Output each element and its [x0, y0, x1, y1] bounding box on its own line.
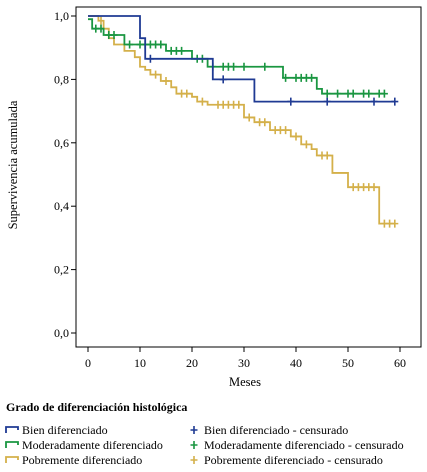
y-tick-label: 0,8 [54, 72, 69, 86]
legend-step-swatch [5, 426, 19, 433]
censor-mark-moderado [157, 40, 165, 49]
x-tick-label: 30 [238, 356, 250, 370]
x-tick-label: 40 [290, 356, 302, 370]
legend-censor-swatch [190, 426, 198, 434]
y-tick-label: 1,0 [54, 9, 69, 23]
legend-censor-swatch [190, 456, 198, 464]
x-tick-label: 20 [186, 356, 198, 370]
censor-mark-pobre [198, 97, 206, 106]
series-bien [88, 15, 399, 106]
censor-mark-moderado [334, 89, 342, 98]
legend-label: Bien diferenciado [22, 423, 108, 437]
censor-mark-bien [146, 54, 154, 63]
survival-curve-bien [88, 15, 395, 103]
x-tick-label: 0 [85, 356, 91, 370]
censor-mark-pobre [162, 76, 170, 85]
y-axis-title: Supervivencia acumulada [6, 100, 20, 229]
censor-mark-bien [391, 97, 399, 106]
censor-mark-bien [219, 75, 227, 84]
censor-mark-moderado [240, 62, 248, 71]
censor-mark-pobre [183, 89, 191, 98]
censor-mark-moderado [380, 89, 388, 98]
censor-mark-pobre [282, 126, 290, 135]
legend-item: Pobremente diferenciado - censurado [190, 453, 383, 467]
legend: Bien diferenciado Bien diferenciado - cen… [5, 423, 404, 467]
censor-mark-moderado [349, 89, 357, 98]
censor-mark-bien [370, 97, 378, 106]
censor-mark-moderado [365, 89, 373, 98]
survival-curve-moderado [88, 18, 385, 95]
censor-mark-moderado [282, 73, 290, 82]
y-tick-label: 0,6 [54, 136, 69, 150]
censor-mark-pobre [235, 100, 243, 109]
legend-step-swatch [5, 456, 19, 463]
legend-item: Moderadamente diferenciado - censurado [190, 438, 404, 452]
series-pobre [88, 15, 399, 228]
x-tick-label: 50 [342, 356, 354, 370]
legend-item: Moderadamente diferenciado [5, 438, 163, 452]
censor-mark-pobre [323, 151, 331, 160]
legend-label: Moderadamente diferenciado - censurado [204, 438, 404, 452]
legend-item: Pobremente diferenciado [5, 453, 142, 467]
censor-mark-moderado [230, 62, 238, 71]
legend-censor-swatch [190, 441, 198, 449]
censor-mark-pobre [292, 132, 300, 141]
censor-mark-moderado [110, 31, 118, 40]
series-layer [88, 15, 399, 228]
censor-mark-pobre [370, 183, 378, 192]
censor-mark-pobre [152, 70, 160, 79]
legend-title: Grado de diferenciación histológica [6, 400, 187, 414]
y-tick-label: 0,2 [54, 263, 69, 277]
legend-label: Pobremente diferenciado - censurado [204, 453, 383, 467]
legend-label: Moderadamente diferenciado [22, 438, 163, 452]
y-tick-label: 0,4 [54, 199, 69, 213]
censor-mark-moderado [261, 62, 269, 71]
censor-mark-moderado [178, 46, 186, 55]
survival-curve-pobre [88, 15, 395, 225]
censor-mark-pobre [391, 219, 399, 228]
legend-item: Bien diferenciado - censurado [190, 423, 348, 437]
x-tick-label: 10 [134, 356, 146, 370]
plot-frame [75, 6, 422, 348]
legend-step-swatch [5, 441, 19, 448]
x-tick-label: 60 [394, 356, 406, 370]
censor-mark-pobre [261, 118, 269, 127]
legend-label: Pobremente diferenciado [22, 453, 142, 467]
legend-item: Bien diferenciado [5, 423, 108, 437]
y-tick-label: 0,0 [54, 326, 69, 340]
legend-label: Bien diferenciado - censurado [204, 423, 348, 437]
censor-mark-moderado [97, 24, 105, 33]
censor-mark-moderado [323, 89, 331, 98]
censor-mark-moderado [126, 40, 134, 49]
censor-mark-pobre [245, 113, 253, 122]
series-moderado [88, 18, 388, 98]
axes: 0,0 0,2 0,4 0,6 0,8 1,0 0 10 20 30 40 50 60 [54, 9, 406, 370]
censor-mark-pobre [97, 16, 105, 25]
x-axis-title: Meses [229, 375, 261, 389]
censor-mark-bien [287, 97, 295, 106]
censor-mark-moderado [308, 73, 316, 82]
censor-mark-pobre [302, 140, 310, 149]
censor-mark-bien [323, 97, 331, 106]
